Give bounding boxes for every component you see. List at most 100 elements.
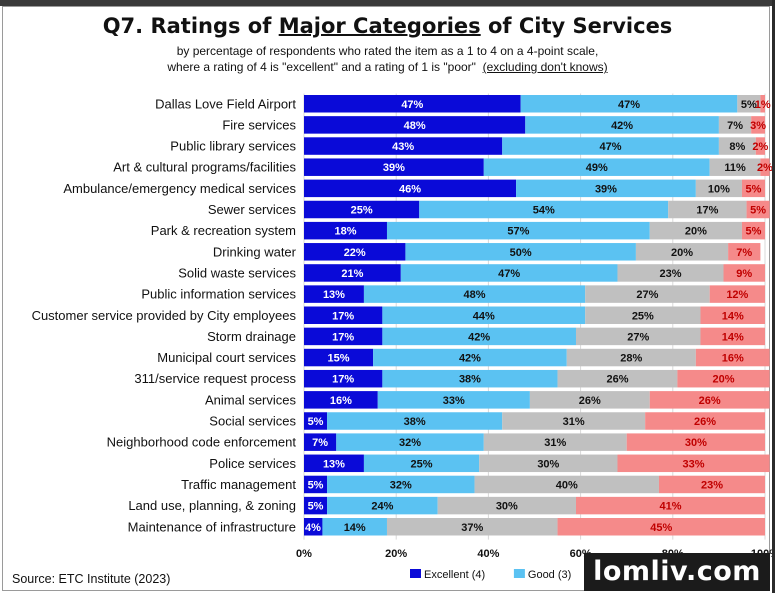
category-label: Land use, planning, & zoning [128,498,296,513]
data-label: 24% [371,501,393,513]
bar-segment [322,518,387,536]
category-label: Public library services [170,139,296,154]
bar-segment [304,137,503,155]
data-label: 31% [563,416,585,428]
bar-segment [755,137,765,155]
data-label: 25% [351,205,373,217]
data-label: 26% [699,395,721,407]
data-label: 43% [392,141,414,153]
bar-segment [723,264,765,282]
data-label: 5% [308,479,324,491]
data-label: 49% [586,162,608,174]
bar-segment [709,285,765,303]
bar-segment [649,391,770,409]
data-label: 1% [755,99,771,111]
bar-segment [363,454,480,473]
x-tick-label: 0% [296,548,312,560]
data-label: 47% [498,268,520,280]
data-label: 2% [757,162,773,174]
data-label: 14% [344,522,366,534]
data-label: 45% [650,522,672,534]
data-label: 4% [305,522,321,534]
bar-segment [304,475,328,494]
bar-segment [304,200,420,219]
bar-segment [327,496,438,515]
bar-segment [525,116,719,134]
data-label: 47% [401,99,423,111]
bar-segment [516,179,696,198]
data-label: 5% [741,99,757,111]
bar-segment [649,221,742,240]
subtitle-note: (excluding don't knows) [482,60,608,74]
bar-segment [474,475,659,494]
data-label: 17% [696,205,718,217]
data-label: 39% [595,183,617,195]
bar-segment [557,369,678,388]
data-label: 8% [729,141,745,153]
bar-segment [718,116,752,134]
category-label: Neighborhood code enforcement [107,435,297,450]
bar-segment [304,327,383,346]
data-label: 44% [473,310,495,322]
bar-segment [400,264,618,282]
data-label: 42% [468,331,490,343]
bar-segment [373,348,567,367]
bar-segment [304,264,401,282]
legend-label: Excellent (4) [424,569,485,581]
data-label: 18% [334,226,356,238]
window-right-edge [772,0,775,593]
data-label: 3% [750,120,766,132]
category-label: Sewer services [208,202,297,217]
data-label: 30% [537,458,559,470]
bar-segment [617,264,724,282]
bar-segment [617,454,770,473]
bar-segment [304,412,328,430]
bar-segment [709,158,761,176]
data-label: 22% [344,247,366,259]
data-label: 42% [459,353,481,365]
bar-segment [336,433,484,451]
category-label: Municipal court services [157,350,296,365]
category-label: Police services [209,456,296,471]
bar-segment [575,327,701,346]
watermark: lomliv.com [584,553,770,591]
bar-segment [760,95,765,113]
bar-segment [363,285,586,303]
data-label: 25% [411,458,433,470]
data-label: 20% [712,374,734,386]
data-label: 32% [399,437,421,449]
bar-segment [304,454,364,473]
bar-segment [304,243,406,261]
data-label: 16% [722,353,744,365]
bar-segment [520,95,738,113]
data-label: 13% [323,458,345,470]
category-label: Dallas Love Field Airport [155,96,296,111]
bar-segment [529,391,650,409]
bar-segment [741,221,765,240]
bar-segment [668,200,747,219]
data-label: 38% [404,416,426,428]
data-label: 9% [736,268,752,280]
data-label: 5% [746,183,762,195]
bar-segment [382,327,576,346]
bar-segment [751,116,765,134]
data-label: 47% [600,141,622,153]
category-label: Public information services [141,287,296,302]
legend-label: Good (3) [528,569,571,581]
data-label: 17% [332,310,354,322]
category-label: Drinking water [213,244,297,259]
bar-segment [304,369,383,388]
bar-segment [575,496,765,515]
bar-segment [718,137,756,155]
bar-segment [626,433,765,451]
data-label: 39% [383,162,405,174]
data-label: 20% [685,226,707,238]
bar-segment [677,369,770,388]
bar-segment [760,158,770,176]
bar-segment [728,243,761,261]
bar-segment [557,518,765,536]
bar-segment [304,348,374,367]
data-label: 40% [556,479,578,491]
data-label: 32% [390,479,412,491]
data-label: 54% [533,205,555,217]
